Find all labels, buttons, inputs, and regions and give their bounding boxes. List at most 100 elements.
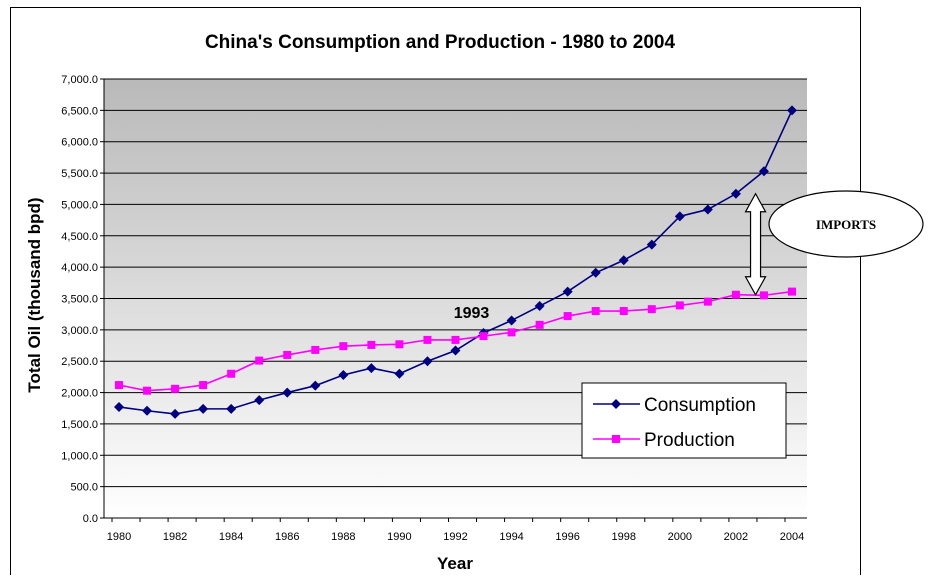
consumption-point xyxy=(226,403,237,414)
production-point xyxy=(619,307,628,316)
consumption-point xyxy=(198,403,209,414)
annotations: 1993 IMPORTS xyxy=(454,190,924,322)
x-tick-label: 2004 xyxy=(780,531,804,543)
y-tick-label: 5,500.0 xyxy=(61,168,98,180)
imports-label: IMPORTS xyxy=(816,217,876,232)
x-tick-label: 1984 xyxy=(219,531,243,543)
x-tick-label: 1994 xyxy=(499,531,523,543)
consumption-point xyxy=(787,105,797,116)
production-point xyxy=(199,381,208,390)
production-point xyxy=(731,290,740,299)
consumption-point xyxy=(282,387,293,398)
legend-box xyxy=(581,382,787,459)
legend-swatch-marker xyxy=(612,435,620,443)
production-point xyxy=(703,297,712,306)
x-tick-label: 1998 xyxy=(612,531,636,543)
x-axis-label: Year xyxy=(437,554,473,573)
y-axis-label: Total Oil (thousand bpd) xyxy=(25,197,44,392)
legend-item-consumption: Consumption xyxy=(593,395,756,416)
production-point xyxy=(507,328,516,337)
y-tick-label: 0.0 xyxy=(83,513,98,525)
chart-title: China's Consumption and Production - 198… xyxy=(205,32,676,53)
consumption-point xyxy=(170,408,181,419)
x-axis-ticks: 1980 1982 1984 1986 1988 1990 1992 1994 1996 1998… xyxy=(107,518,804,543)
y-tick-label: 5,000.0 xyxy=(61,199,98,211)
consumption-point xyxy=(562,286,573,297)
gridlines xyxy=(104,78,807,519)
series-consumption xyxy=(114,105,797,419)
series-production xyxy=(115,287,796,395)
production-point xyxy=(423,335,432,344)
production-point xyxy=(339,342,348,351)
consumption-point xyxy=(506,315,517,326)
y-tick-label: 3,000.0 xyxy=(61,325,98,337)
production-point xyxy=(283,350,292,359)
consumption-point xyxy=(254,395,265,406)
production-point xyxy=(647,305,656,314)
consumption-point xyxy=(534,301,545,312)
production-point xyxy=(255,356,264,365)
consumption-point xyxy=(618,255,629,266)
production-point xyxy=(563,312,572,321)
y-tick-label: 2,000.0 xyxy=(61,388,98,400)
y-tick-label: 3,500.0 xyxy=(61,294,98,306)
y-tick-label: 6,000.0 xyxy=(61,137,98,149)
x-tick-label: 1982 xyxy=(163,531,187,543)
consumption-point xyxy=(646,239,657,250)
consumption-point xyxy=(394,368,405,379)
x-tick-label: 1986 xyxy=(275,531,299,543)
y-tick-label: 500.0 xyxy=(70,482,98,494)
production-point xyxy=(395,340,404,349)
production-point xyxy=(591,307,600,316)
x-tick-label: 1992 xyxy=(443,531,467,543)
y-tick-label: 1,000.0 xyxy=(61,450,98,462)
production-point xyxy=(788,287,796,296)
consumption-point xyxy=(114,401,124,412)
legend-item-production: Production xyxy=(593,430,735,451)
production-point xyxy=(311,345,320,354)
production-point xyxy=(675,301,684,310)
y-tick-label: 2,500.0 xyxy=(61,356,98,368)
consumption-point xyxy=(366,363,377,374)
consumption-point xyxy=(450,345,461,356)
y-tick-label: 4,500.0 xyxy=(61,231,98,243)
consumption-point xyxy=(730,188,741,199)
legend-label: Consumption xyxy=(644,395,756,416)
production-point xyxy=(535,320,544,329)
production-point xyxy=(171,384,180,393)
y-axis-ticks: 0.0 500.0 1,000.0 1,500.0 2,000.0 2,500.0 3,00… xyxy=(61,74,104,525)
consumption-point xyxy=(422,356,433,367)
production-point xyxy=(759,291,768,300)
consumption-point xyxy=(758,166,769,177)
consumption-point xyxy=(142,405,153,416)
imports-arrow xyxy=(744,192,767,296)
y-tick-label: 7,000.0 xyxy=(61,74,98,86)
consumption-point xyxy=(590,267,601,278)
x-tick-label: 2000 xyxy=(668,531,692,543)
consumption-point xyxy=(674,211,685,222)
legend-swatch-marker xyxy=(611,399,621,409)
y-tick-label: 4,000.0 xyxy=(61,262,98,274)
consumption-point xyxy=(310,380,321,391)
y-tick-label: 6,500.0 xyxy=(61,105,98,117)
annotation-1993: 1993 xyxy=(454,305,490,322)
production-point xyxy=(451,335,460,344)
consumption-point xyxy=(338,370,349,381)
x-tick-label: 1996 xyxy=(555,531,579,543)
x-tick-label: 1980 xyxy=(107,531,131,543)
consumption-point xyxy=(702,204,713,215)
legend-label: Production xyxy=(644,430,735,451)
production-point xyxy=(115,381,123,390)
legend: Consumption Production xyxy=(581,382,787,459)
production-point xyxy=(227,369,236,378)
series-layer xyxy=(114,105,797,419)
x-tick-label: 2002 xyxy=(724,531,748,543)
x-tick-label: 1990 xyxy=(387,531,411,543)
production-point xyxy=(367,340,376,349)
x-tick-label: 1988 xyxy=(331,531,355,543)
production-point xyxy=(479,332,488,341)
production-point xyxy=(143,386,152,395)
y-tick-label: 1,500.0 xyxy=(61,419,98,431)
imports-callout xyxy=(768,190,924,258)
